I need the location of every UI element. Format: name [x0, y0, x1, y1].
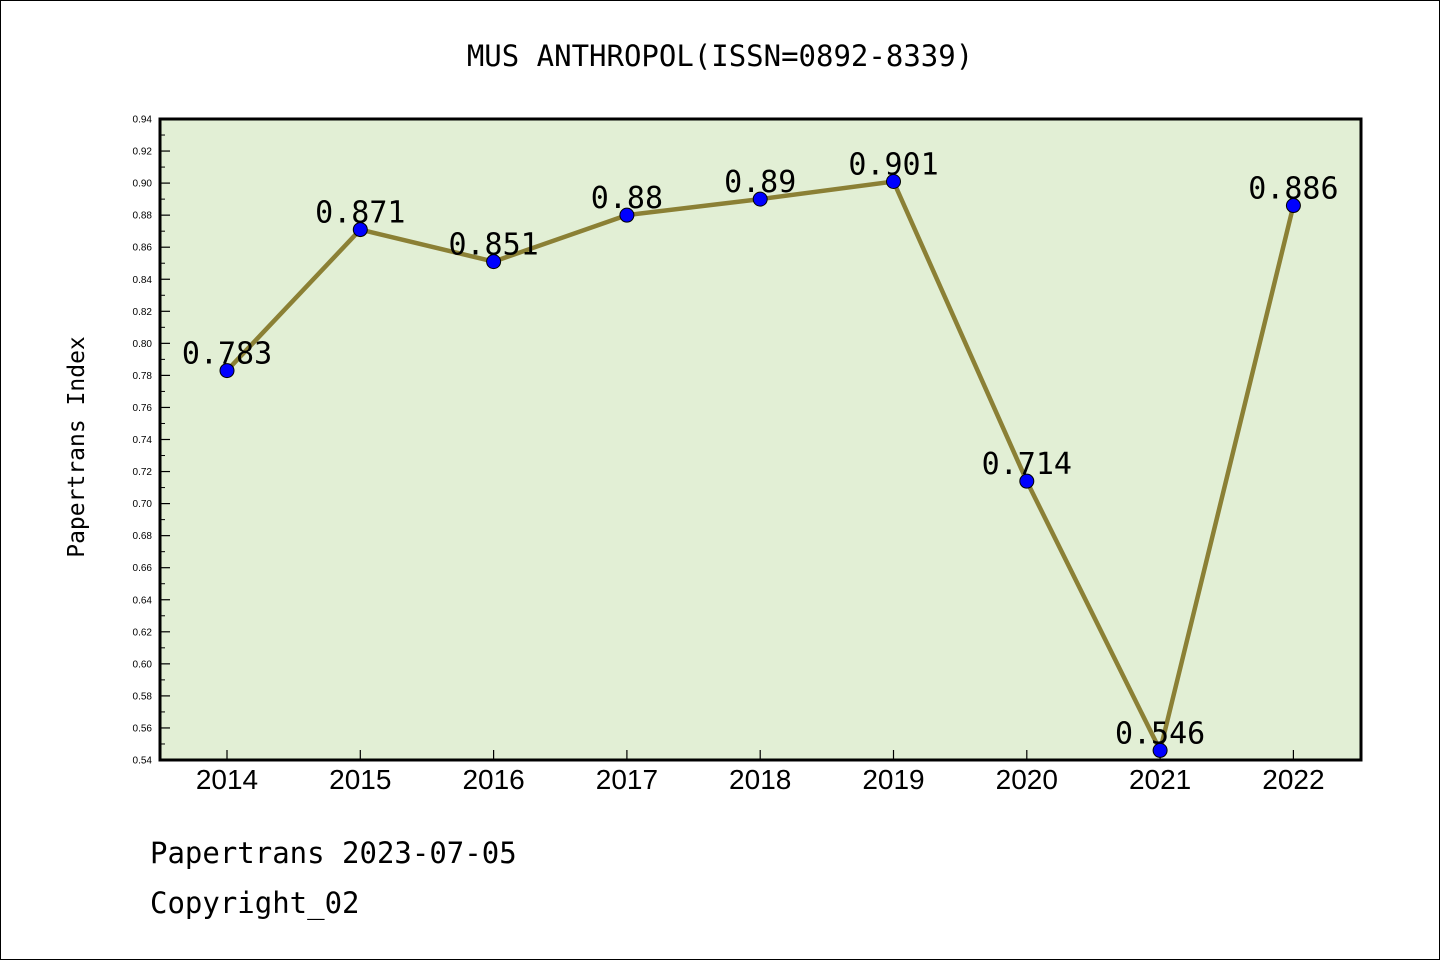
y-tick-label-0.80: 0.80 [133, 339, 153, 350]
data-point-2016 [486, 254, 502, 270]
x-tick-label-2021: 2021 [1129, 764, 1191, 795]
data-label-2016: 0.851 [448, 228, 538, 263]
x-tick-label-2020: 2020 [996, 764, 1058, 795]
y-axis-ticks: 0.54 0.56 0.58 0.60 0.62 0.64 0.66 0.68 0.70 0.72… [133, 115, 170, 767]
data-point-2019 [886, 173, 901, 189]
y-tick-label-0.62: 0.62 [133, 627, 153, 638]
x-tick-label-2016: 2016 [462, 764, 524, 795]
x-tick-label-2017: 2017 [596, 764, 658, 795]
y-axis-label: Papertrans Index [64, 336, 90, 558]
data-point-2014 [219, 363, 235, 379]
y-tick-label-0.76: 0.76 [133, 403, 153, 414]
data-point-2017 [619, 207, 635, 223]
y-tick-label-0.70: 0.70 [133, 499, 153, 510]
data-label-2014: 0.783 [182, 337, 272, 372]
footer-copyright: Copyright_02 [150, 886, 360, 920]
y-tick-label-0.74: 0.74 [133, 435, 153, 446]
data-label-2017: 0.88 [591, 181, 663, 216]
data-point-2018 [752, 191, 768, 207]
y-tick-label-0.86: 0.86 [133, 243, 153, 254]
x-tick-label-2014: 2014 [196, 764, 258, 795]
data-label-2019: 0.901 [848, 147, 938, 182]
y-tick-label-0.92: 0.92 [133, 147, 153, 158]
y-tick-label-0.90: 0.90 [133, 179, 153, 190]
chart-title: MUS ANTHROPOL(ISSN=0892-8339) [467, 39, 973, 73]
data-label-2020: 0.714 [982, 447, 1072, 482]
y-tick-label-0.54: 0.54 [133, 756, 153, 767]
data-label-2022: 0.886 [1248, 172, 1338, 207]
x-tick-label-2018: 2018 [729, 764, 791, 795]
data-label-2015: 0.871 [315, 196, 405, 231]
data-label-2018: 0.89 [724, 165, 796, 200]
data-point-2021 [1152, 742, 1168, 758]
data-labels: 0.783 0.871 0.851 0.88 0.89 0.901 0.714 0.546 0.… [182, 147, 1339, 751]
data-point-2015 [352, 222, 368, 238]
y-tick-label-0.60: 0.60 [133, 659, 153, 670]
y-tick-label-0.72: 0.72 [133, 467, 153, 478]
footer-date: Papertrans 2023-07-05 [150, 836, 517, 870]
series-markers [219, 173, 1301, 758]
y-tick-label-0.64: 0.64 [133, 595, 153, 606]
y-tick-label-0.66: 0.66 [133, 563, 153, 574]
data-point-2020 [1019, 473, 1035, 489]
x-axis-ticks: 2014 2015 2016 2017 2018 2019 2020 2021 2022 [196, 750, 1325, 795]
y-tick-label-0.68: 0.68 [133, 531, 153, 542]
y-tick-label-0.84: 0.84 [133, 275, 153, 286]
y-tick-label-0.82: 0.82 [133, 307, 153, 318]
x-tick-label-2019: 2019 [862, 764, 924, 795]
x-tick-label-2015: 2015 [329, 764, 391, 795]
y-tick-label-0.88: 0.88 [133, 211, 153, 222]
y-tick-label-0.78: 0.78 [133, 371, 153, 382]
y-tick-label-0.94: 0.94 [133, 115, 153, 126]
data-point-2022 [1285, 198, 1301, 214]
y-tick-label-0.58: 0.58 [133, 691, 153, 702]
x-tick-label-2022: 2022 [1262, 764, 1324, 795]
data-label-2021: 0.546 [1115, 716, 1205, 751]
y-tick-label-0.56: 0.56 [133, 723, 153, 734]
